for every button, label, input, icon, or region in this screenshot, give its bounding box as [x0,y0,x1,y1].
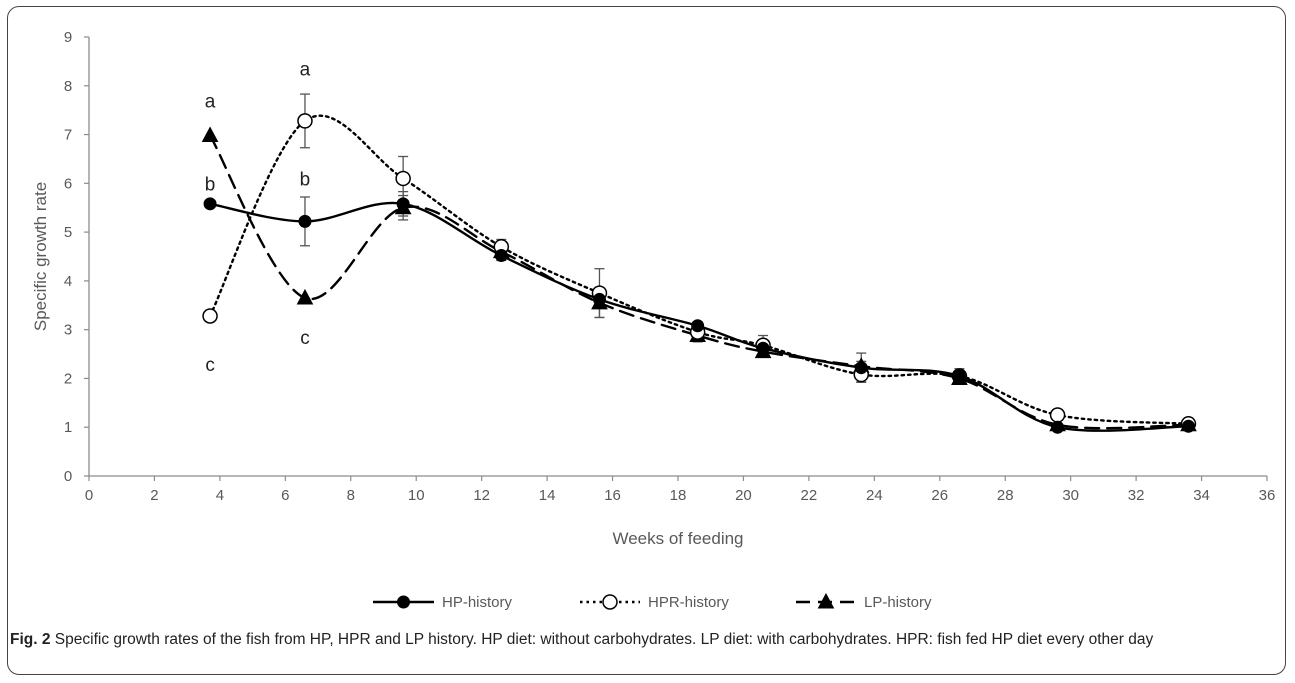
y-tick-label: 1 [64,419,72,436]
legend-marker-hp-history [397,595,410,609]
x-tick-label: 22 [801,487,818,504]
x-tick-label: 12 [473,487,490,504]
x-tick-label: 8 [347,487,355,504]
data-point-hp-history [1181,419,1195,433]
data-point-hp-history [691,319,705,333]
data-point-lp-history [201,126,219,143]
legend-label: HPR-history [648,594,729,611]
series-line-hp-history [208,201,1190,432]
significance-letter: a [205,91,216,112]
x-tick-label: 10 [408,487,425,504]
legend-marker-hpr-history [602,594,618,610]
legend-label: LP-history [864,594,932,611]
data-point-hpr-history [202,308,218,324]
y-tick-label: 9 [64,29,72,46]
y-tick-label: 8 [64,78,72,95]
caption-label: Fig. 2 [10,631,51,648]
data-point-hpr-history [1049,407,1066,423]
y-tick-label: 2 [64,370,72,387]
y-tick-label: 7 [64,127,72,144]
data-point-hp-history [854,361,868,375]
x-tick-label: 32 [1128,487,1145,504]
x-tick-label: 28 [997,487,1014,504]
y-tick-label: 6 [64,175,72,192]
y-axis-title: Specific growth rate [31,182,50,331]
significance-letter: b [205,174,216,195]
x-tick-label: 24 [866,487,883,504]
figure-frame [7,6,1286,675]
series-line-hpr-history [208,114,1190,426]
x-tick-label: 14 [539,487,556,504]
data-point-hp-history [952,369,966,383]
data-point-hp-history [592,292,606,306]
figure-caption: Fig. 2 Specific growth rates of the fish… [10,628,1280,651]
x-axis-title: Weeks of feeding [612,529,743,548]
significance-letter: c [205,355,215,376]
x-tick-label: 18 [670,487,687,504]
x-tick-label: 4 [216,487,224,504]
data-point-hp-history [756,341,770,355]
data-point-hp-history [494,249,508,263]
data-point-hp-history [298,214,312,228]
data-point-hp-history [1051,420,1065,434]
x-tick-label: 20 [735,487,752,504]
x-tick-label: 2 [150,487,158,504]
caption-text: Specific growth rates of the fish from H… [50,631,1154,648]
x-tick-label: 30 [1062,487,1079,504]
data-point-hp-history [396,197,410,211]
x-tick-label: 34 [1193,487,1210,504]
data-point-hpr-history [395,170,411,187]
y-tick-label: 3 [64,322,72,339]
x-tick-label: 26 [931,487,948,504]
x-tick-label: 6 [281,487,289,504]
significance-letter: c [300,328,310,349]
data-point-lp-history [296,288,314,305]
legend-marker-lp-history [817,592,835,609]
y-tick-label: 5 [64,224,72,241]
data-point-hp-history [203,197,217,211]
x-tick-label: 36 [1259,487,1276,504]
legend-label: HP-history [442,594,513,611]
significance-letter: a [300,60,311,81]
y-tick-label: 0 [64,468,72,485]
x-tick-label: 0 [85,487,93,504]
y-tick-label: 4 [64,273,72,290]
x-tick-label: 16 [604,487,621,504]
data-point-hpr-history [297,113,313,129]
series-line-lp-history [208,134,1190,430]
significance-letter: b [300,169,311,190]
